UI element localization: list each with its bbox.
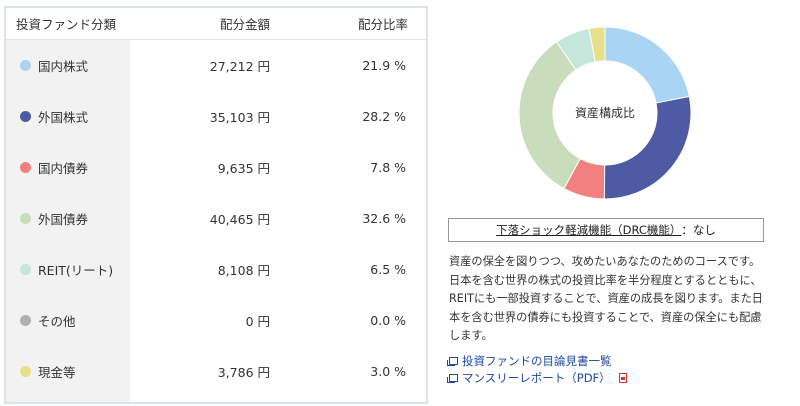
category-label: その他 (38, 314, 76, 329)
ratio-cell: 32.6 % (362, 211, 406, 226)
table-header: 投資ファンド分類 配分金額 配分比率 (6, 8, 426, 40)
table-row: 外国株式 35,103 円 28.2 % (6, 91, 426, 142)
amount-cell: 35,103 円 (209, 110, 270, 125)
asset-composition-chart: 資産構成比 (518, 26, 692, 200)
table-body: 国内株式 27,212 円 21.9 % 外国株式 35,103 円 28.2 % 国内債券… (6, 40, 426, 402)
ratio-cell: 28.2 % (362, 109, 406, 124)
table-row: 国内債券 9,635 円 7.8 % (6, 142, 426, 193)
related-links: 投資ファンドの目論見書一覧 マンスリーレポート（PDF） (447, 352, 627, 386)
header-ratio: 配分比率 (357, 17, 408, 32)
donut-slice-3 (563, 158, 606, 200)
drc-label-link[interactable]: 下落ショック軽減機能（DRC機能） (496, 223, 682, 237)
amount-cell: 40,465 円 (209, 212, 270, 227)
category-cell: 国内債券 (6, 158, 130, 177)
header-amount: 配分金額 (219, 17, 270, 32)
amount-cell: 3,786 円 (217, 365, 270, 380)
category-cell: 国内株式 (6, 56, 130, 75)
category-cell: 外国債券 (6, 209, 130, 228)
drc-function-box: 下落ショック軽減機能（DRC機能） ：なし (448, 218, 764, 242)
category-label: REIT(リート) (38, 263, 114, 278)
amount-cell: 0 円 (245, 314, 270, 329)
table-row: 現金等 3,786 円 3.0 % (6, 346, 426, 397)
category-cell: 現金等 (6, 362, 130, 381)
amount-cell: 27,212 円 (209, 59, 270, 74)
legend-dot (20, 213, 31, 224)
legend-dot (20, 111, 31, 122)
donut-slice-2 (603, 95, 692, 200)
table-row: 外国債券 40,465 円 32.6 % (6, 193, 426, 244)
window-icon (447, 356, 458, 366)
course-description: 資産の保全を図りつつ、攻めたいあなたのためのコースです。日本を含む世界の株式の投… (449, 255, 763, 342)
category-cell: その他 (6, 311, 130, 330)
amount-cell: 9,635 円 (217, 161, 270, 176)
ratio-cell: 3.0 % (370, 364, 406, 379)
table-row: REIT(リート) 8,108 円 6.5 % (6, 244, 426, 295)
header-category: 投資ファンド分類 (16, 17, 117, 32)
category-label: 国内債券 (38, 161, 89, 176)
category-label: 外国債券 (38, 212, 89, 227)
category-cell: 外国株式 (6, 107, 130, 126)
donut-slice-1 (604, 26, 690, 104)
prospectus-list-link[interactable]: 投資ファンドの目論見書一覧 (447, 352, 627, 369)
legend-dot (20, 162, 31, 173)
window-icon (447, 373, 458, 383)
category-label: 外国株式 (38, 110, 89, 125)
legend-dot (20, 60, 31, 71)
drc-value: ：なし (681, 223, 716, 237)
ratio-cell: 6.5 % (370, 262, 406, 277)
pdf-icon (618, 372, 627, 383)
ratio-cell: 21.9 % (362, 58, 406, 73)
monthly-report-link[interactable]: マンスリーレポート（PDF） (447, 369, 627, 386)
legend-dot (20, 366, 31, 377)
category-label: 国内株式 (38, 59, 89, 74)
amount-cell: 8,108 円 (217, 263, 270, 278)
legend-dot (20, 264, 31, 275)
prospectus-list-text: 投資ファンドの目論見書一覧 (462, 353, 612, 368)
ratio-cell: 7.8 % (370, 160, 406, 175)
donut-slice-5 (555, 27, 596, 71)
monthly-report-text: マンスリーレポート（PDF） (462, 370, 611, 385)
chart-title: 資産構成比 (575, 105, 635, 120)
legend-dot (20, 315, 31, 326)
ratio-cell: 0.0 % (370, 313, 406, 328)
table-row: その他 0 円 0.0 % (6, 295, 426, 346)
allocation-table: 投資ファンド分類 配分金額 配分比率 国内株式 27,212 円 21.9 % 外国株… (4, 6, 428, 404)
category-cell: REIT(リート) (6, 260, 130, 279)
category-label: 現金等 (38, 365, 76, 380)
table-row: 国内株式 27,212 円 21.9 % (6, 40, 426, 91)
donut-slice-4 (518, 41, 581, 190)
